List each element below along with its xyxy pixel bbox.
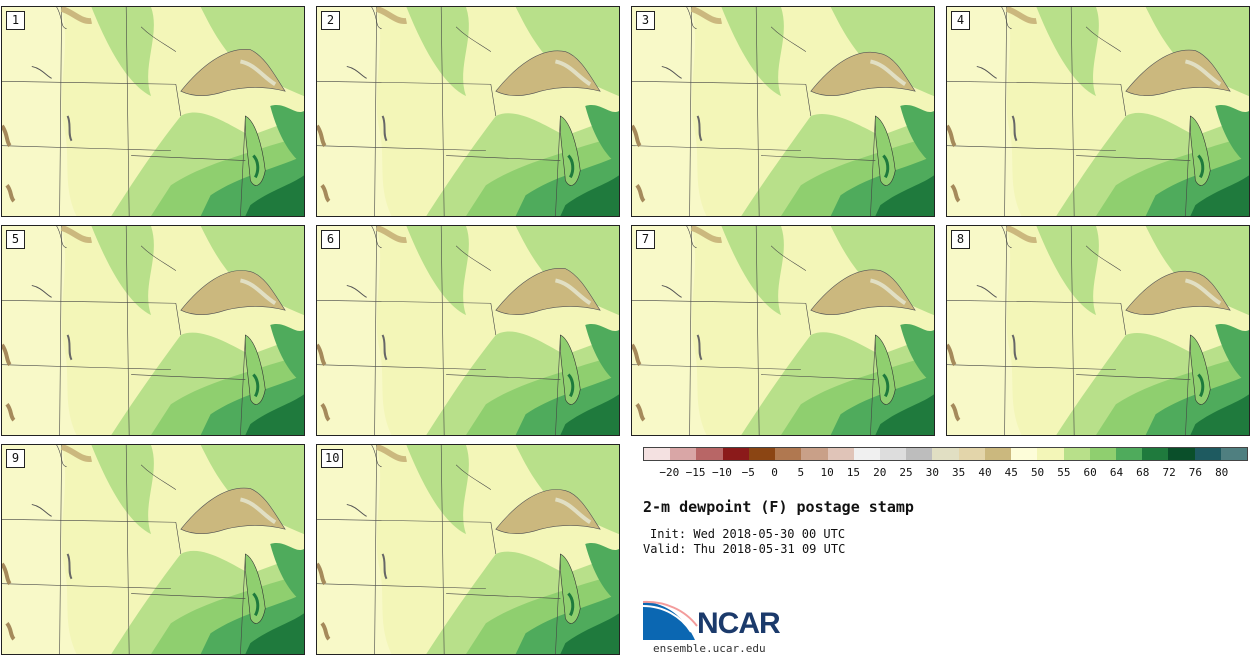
colorbar-tick-label: 10 — [820, 466, 834, 479]
colorbar-swatch — [1220, 448, 1248, 460]
colorbar-tick-label: 40 — [978, 466, 992, 479]
colorbar-tick-label: 20 — [873, 466, 887, 479]
map-panel-10: 10 — [316, 444, 620, 655]
colorbar-swatch — [1194, 448, 1221, 460]
chart-title: 2-m dewpoint (F) postage stamp — [643, 498, 914, 516]
colorbar-tick-label: −20 — [659, 466, 680, 479]
panel-number: 4 — [951, 11, 970, 30]
colorbar-tick-label: −5 — [741, 466, 755, 479]
colorbar-swatch — [748, 448, 776, 460]
colorbar-swatch — [1037, 448, 1064, 460]
map-panel-7: 7 — [631, 225, 935, 436]
colorbar-tick-label: 68 — [1136, 466, 1150, 479]
logo-url: ensemble.ucar.edu — [653, 642, 766, 655]
colorbar-tick-label: 5 — [797, 466, 805, 479]
panel-number: 10 — [321, 449, 344, 468]
colorbar-swatch — [1063, 448, 1090, 460]
valid-time: Valid: Thu 2018-05-31 09 UTC — [643, 542, 846, 556]
panel-number: 6 — [321, 230, 340, 249]
colorbar-tick-label: −10 — [711, 466, 732, 479]
colorbar-tick-label: 50 — [1030, 466, 1045, 479]
init-time: Init: Wed 2018-05-30 00 UTC — [650, 527, 846, 541]
colorbar-tick-label: 45 — [1004, 466, 1018, 479]
ncar-logo-text: NCAR — [697, 607, 781, 640]
colorbar-tick-label: 55 — [1057, 466, 1071, 479]
colorbar-tick-label: 60 — [1083, 466, 1097, 479]
panel-number: 5 — [6, 230, 25, 249]
colorbar-tick-label: 72 — [1162, 466, 1176, 479]
colorbar-swatch — [801, 448, 828, 460]
panel-number: 1 — [6, 11, 25, 30]
map-panel-3: 3 — [631, 6, 935, 217]
colorbar-tick-label: 35 — [952, 466, 966, 479]
colorbar-swatch — [670, 448, 697, 460]
ncar-logo — [643, 600, 698, 640]
colorbar-swatch — [827, 448, 854, 460]
panel-number: 9 — [6, 449, 25, 468]
colorbar-tick-label: 0 — [771, 466, 778, 479]
colorbar-swatch — [1142, 448, 1169, 460]
colorbar-tick-label: 64 — [1109, 466, 1124, 479]
colorbar-swatch — [1115, 448, 1143, 460]
panel-number: 7 — [636, 230, 655, 249]
colorbar-swatch — [906, 448, 933, 460]
colorbar-tick-label: 76 — [1188, 466, 1203, 479]
colorbar-tick-label: −15 — [685, 466, 706, 479]
map-panel-8: 8 — [946, 225, 1250, 436]
map-panel-5: 5 — [1, 225, 305, 436]
colorbar-tick-label: 80 — [1215, 466, 1229, 479]
map-panel-4: 4 — [946, 6, 1250, 217]
colorbar-tick-label: 30 — [925, 466, 939, 479]
colorbar-ticks: −20 −15 −10 −5 0 5 10 15 20 25 30 35 40 45 50 55 60 64 68 7… — [643, 466, 1248, 480]
map-panel-6: 6 — [316, 225, 620, 436]
colorbar-swatch — [1011, 448, 1038, 460]
colorbar-tick-label: 25 — [899, 466, 913, 479]
colorbar-swatch — [879, 448, 907, 460]
map-panel-1: 1 — [1, 6, 305, 217]
panel-number: 2 — [321, 11, 340, 30]
colorbar-swatch — [984, 448, 1012, 460]
colorbar-swatch — [696, 448, 723, 460]
colorbar-swatch — [644, 448, 671, 460]
colorbar-swatch — [853, 448, 880, 460]
colorbar-swatch — [722, 448, 749, 460]
colorbar-tick-label: 15 — [846, 466, 861, 479]
colorbar-swatch — [775, 448, 802, 460]
panel-number: 8 — [951, 230, 970, 249]
panel-number: 3 — [636, 11, 655, 30]
map-panel-9: 9 — [1, 444, 305, 655]
colorbar-swatch — [1168, 448, 1195, 460]
colorbar-swatch — [1089, 448, 1116, 460]
colorbar — [643, 447, 1248, 461]
colorbar-swatch — [932, 448, 959, 460]
map-panel-2: 2 — [316, 6, 620, 217]
colorbar-swatch — [958, 448, 985, 460]
